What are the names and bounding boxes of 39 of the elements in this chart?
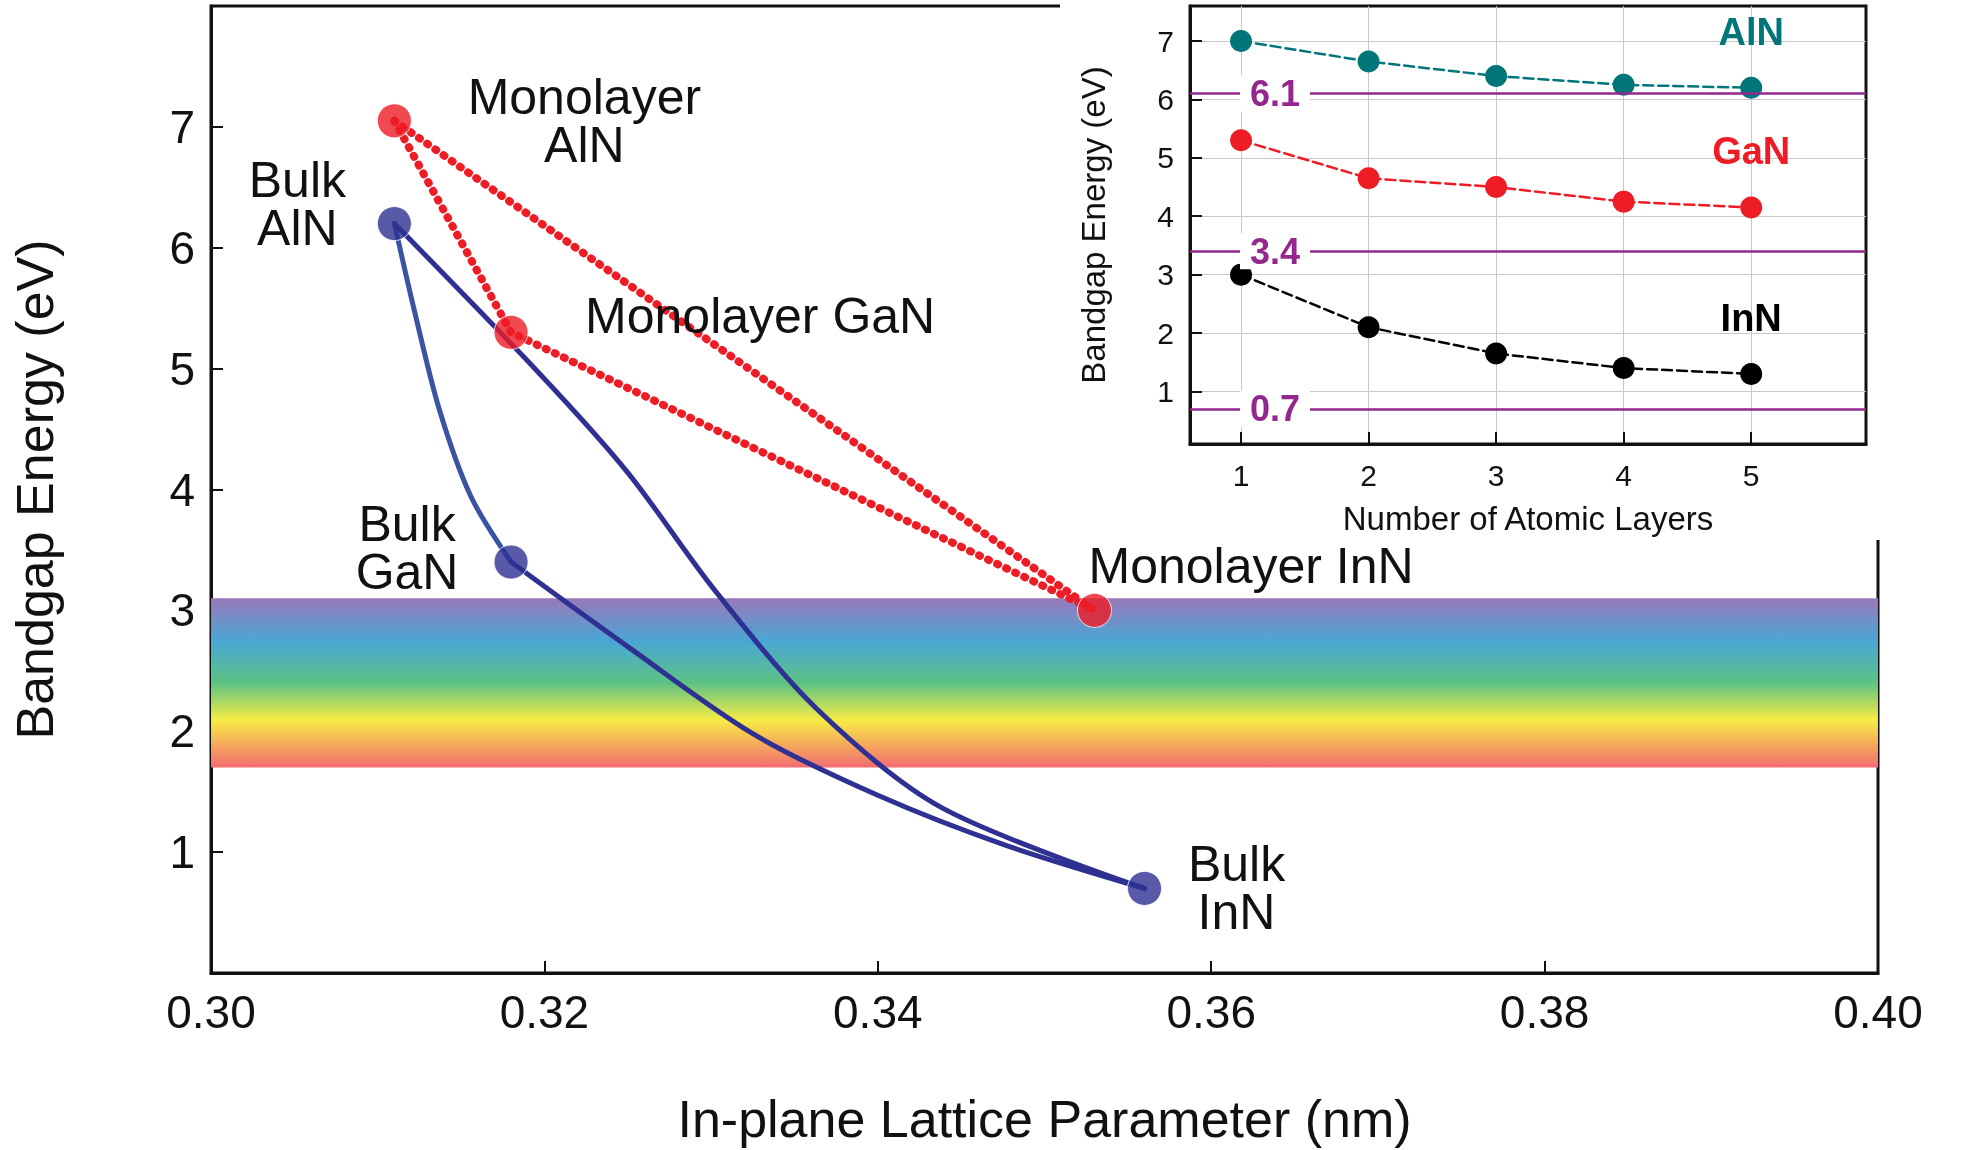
annotation: Monolayer InN — [1088, 538, 1414, 595]
ref-line-label: 6.1 — [1250, 73, 1301, 115]
annotation: Bulk GaN — [355, 496, 459, 601]
y-tick-label: 7 — [1157, 24, 1174, 58]
series-label: GaN — [1712, 130, 1791, 173]
x-axis-title: In-plane Lattice Parameter (nm) — [677, 1090, 1412, 1148]
y-axis-title: Bandgap Energy (eV) — [1075, 66, 1112, 384]
y-axis-title: Bandgap Energy (eV) — [6, 239, 64, 740]
y-tick-label: 1 — [169, 826, 195, 879]
x-tick-label: 5 — [1742, 458, 1760, 492]
series-label: InN — [1720, 296, 1782, 339]
ref-line-label: 3.4 — [1250, 230, 1301, 272]
y-tick-label: 4 — [1157, 199, 1174, 233]
annotation: Monolayer AlN — [467, 68, 702, 173]
y-tick-label: 2 — [169, 705, 195, 758]
y-tick-label: 5 — [1157, 141, 1174, 175]
x-tick-label: 0.40 — [1833, 986, 1923, 1038]
x-tick-label: 2 — [1360, 458, 1377, 492]
annotation: Bulk AlN — [248, 151, 347, 256]
x-axis-title: Number of Atomic Layers — [1342, 500, 1714, 537]
y-tick-label: 7 — [169, 100, 195, 153]
ref-line-label: 0.7 — [1250, 388, 1301, 430]
x-tick-label: 4 — [1615, 458, 1632, 492]
x-tick-label: 0.30 — [166, 986, 256, 1038]
annotation: Bulk InN — [1187, 836, 1287, 941]
y-tick-label: 6 — [169, 221, 195, 274]
x-tick-label: 1 — [1232, 458, 1250, 492]
x-tick-label: 3 — [1487, 458, 1505, 492]
x-tick-label: 0.36 — [1166, 986, 1256, 1038]
y-tick-label: 6 — [1157, 82, 1174, 116]
y-tick-label: 3 — [1157, 258, 1174, 292]
y-tick-label: 2 — [1157, 316, 1174, 350]
y-tick-label: 3 — [169, 584, 195, 637]
x-tick-label: 0.32 — [499, 986, 590, 1038]
series-label: AlN — [1718, 10, 1784, 53]
y-tick-label: 1 — [1157, 374, 1174, 408]
x-tick-label: 0.38 — [1499, 986, 1590, 1038]
y-tick-label: 5 — [169, 342, 195, 395]
x-tick-label: 0.34 — [833, 986, 923, 1038]
